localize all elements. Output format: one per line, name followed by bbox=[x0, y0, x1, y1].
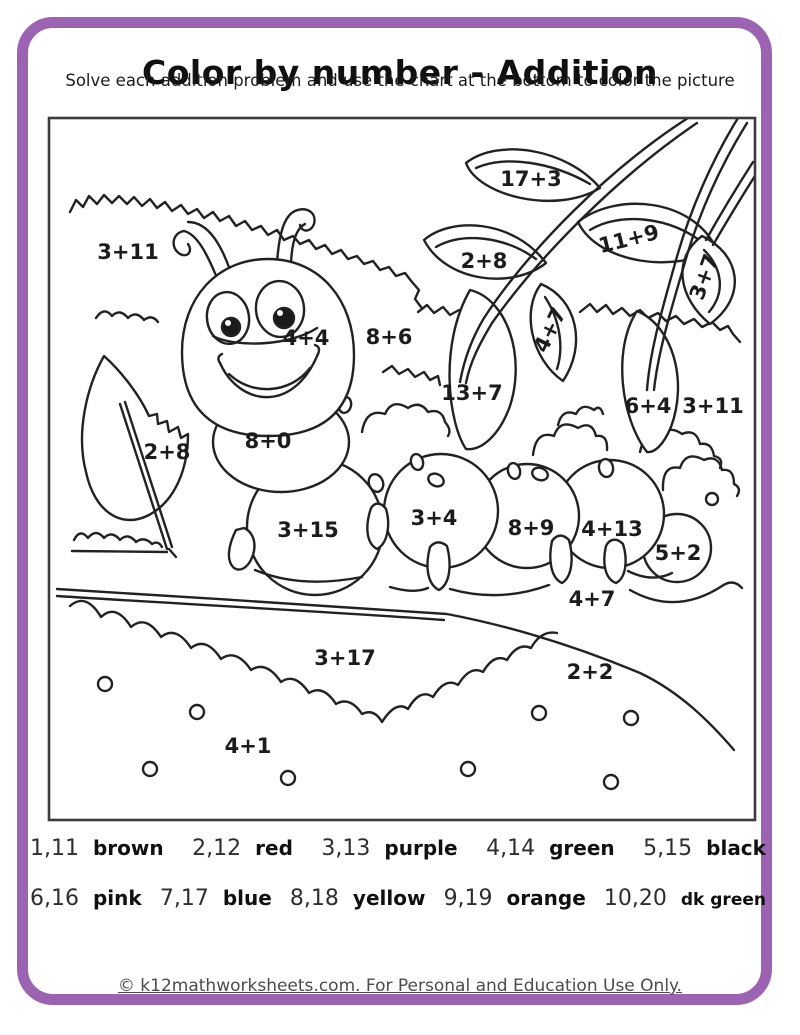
color-key-entry: 7,17 blue bbox=[160, 886, 272, 911]
key-color-name: pink bbox=[92, 886, 142, 910]
key-color-name: purple bbox=[384, 836, 458, 860]
key-numbers: 3,13 bbox=[321, 836, 371, 861]
underside-shadows bbox=[253, 568, 674, 597]
branch-stems bbox=[458, 119, 754, 392]
caterpillar-face bbox=[205, 279, 321, 399]
math-problem: 3+11 bbox=[682, 394, 743, 418]
color-key-entry: 3,13 purple bbox=[321, 836, 457, 861]
key-color-name: dk green bbox=[680, 890, 766, 910]
math-problem: 17+3 bbox=[500, 167, 561, 191]
key-numbers: 10,20 bbox=[603, 886, 667, 911]
color-key-entry: 10,20 dk green bbox=[604, 886, 766, 911]
key-numbers: 1,11 bbox=[30, 836, 79, 861]
pebbles bbox=[96, 675, 640, 791]
math-problem: 2+8 bbox=[461, 249, 508, 273]
math-problem: 8+0 bbox=[245, 429, 292, 453]
key-numbers: 8,18 bbox=[289, 886, 339, 911]
antennae bbox=[172, 208, 316, 285]
key-numbers: 6,16 bbox=[30, 886, 79, 911]
math-problem: 2+2 bbox=[567, 660, 614, 684]
ground bbox=[55, 581, 744, 791]
math-problem: 4+13 bbox=[581, 517, 642, 541]
color-key-row-1: 1,11 brown 2,12 red 3,13 purple 4,14 gre… bbox=[30, 836, 766, 861]
footer-credit: © k12mathworksheets.com. For Personal an… bbox=[117, 976, 683, 996]
math-problem: 8+9 bbox=[508, 516, 555, 540]
math-problem: 5+2 bbox=[655, 541, 702, 565]
key-numbers: 4,14 bbox=[486, 836, 536, 861]
key-numbers: 5,15 bbox=[643, 836, 693, 861]
color-key-entry: 4,14 green bbox=[486, 836, 615, 861]
math-problem: 2+8 bbox=[144, 440, 191, 464]
math-problems: 3+11 17+3 2+8 11+9 3+7 4+4 8+6 4+7 13+7 … bbox=[97, 167, 743, 758]
brow-line bbox=[211, 326, 319, 345]
teeth-line bbox=[227, 366, 312, 391]
color-key-entry: 9,19 orange bbox=[444, 886, 586, 911]
key-color-name: black bbox=[706, 836, 766, 860]
branch-leaves bbox=[422, 148, 736, 454]
page-title: Color by number - Addition bbox=[142, 53, 658, 93]
caterpillar bbox=[172, 208, 713, 597]
caterpillar-feet bbox=[227, 502, 627, 592]
left-leaf bbox=[70, 354, 190, 559]
key-numbers: 9,19 bbox=[443, 886, 493, 911]
color-key-entry: 5,15 black bbox=[643, 836, 766, 861]
background-bushes bbox=[68, 193, 742, 507]
key-color-name: orange bbox=[506, 886, 586, 910]
key-color-name: yellow bbox=[352, 886, 426, 910]
math-problem: 13+7 bbox=[441, 381, 502, 405]
key-color-name: brown bbox=[92, 836, 164, 860]
key-color-name: red bbox=[255, 836, 293, 860]
math-problem: 8+6 bbox=[366, 325, 413, 349]
math-problem: 3+11 bbox=[97, 240, 158, 264]
line-art bbox=[55, 119, 754, 791]
color-key-entry: 1,11 brown bbox=[30, 836, 164, 861]
math-problem: 4+1 bbox=[225, 734, 272, 758]
color-key-entry: 2,12 red bbox=[192, 836, 293, 861]
math-problem: 3+17 bbox=[314, 646, 375, 670]
math-problem: 4+4 bbox=[283, 326, 330, 350]
math-problem: 4+7 bbox=[569, 587, 616, 611]
color-key-entry: 6,16 pink bbox=[30, 886, 142, 911]
key-color-name: green bbox=[549, 836, 615, 860]
color-key-entry: 8,18 yellow bbox=[290, 886, 426, 911]
key-color-name: blue bbox=[222, 886, 272, 910]
math-problem: 3+4 bbox=[411, 506, 458, 530]
math-problem: 6+4 bbox=[625, 394, 672, 418]
math-problem: 3+15 bbox=[277, 518, 338, 542]
key-numbers: 2,12 bbox=[192, 836, 242, 861]
color-key-row-2: 6,16 pink 7,17 blue 8,18 yellow 9,19 ora… bbox=[30, 886, 766, 911]
key-numbers: 7,17 bbox=[159, 886, 209, 911]
page-subtitle: Solve each addition problem and use the … bbox=[65, 71, 735, 90]
